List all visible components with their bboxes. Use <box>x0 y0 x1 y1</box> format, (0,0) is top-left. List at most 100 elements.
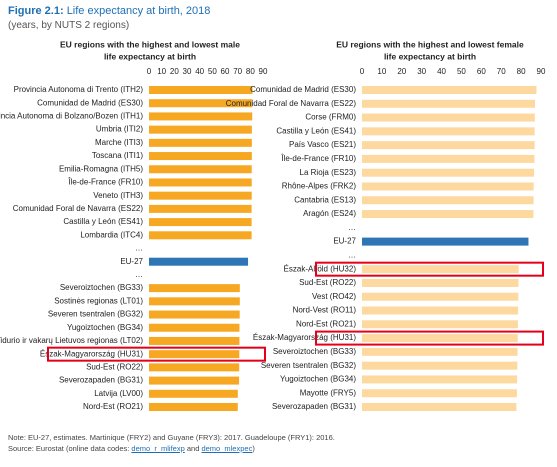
y-tick-label: Észak-Magyarország (HU31) <box>253 333 356 342</box>
y-tick-label: EU-27 <box>120 257 143 266</box>
bar <box>362 154 535 163</box>
y-tick-label: Cantabria (ES13) <box>294 195 356 204</box>
bar <box>362 292 519 301</box>
y-tick-label: … <box>348 251 356 260</box>
bar <box>362 278 519 287</box>
x-tick-label: 30 <box>417 67 426 76</box>
note: Note: EU-27, estimates. Martinique (FRY2… <box>8 433 335 442</box>
y-tick-label: Castilla y León (ES41) <box>276 126 356 135</box>
chart-title: life expectancy at birth <box>104 51 196 61</box>
y-tick-label: Comunidad de Madrid (ES30) <box>37 98 143 107</box>
y-tick-label: Comunidad Foral de Navarra (ES22) <box>13 204 144 213</box>
x-tick-label: 40 <box>437 67 446 76</box>
highlight-box <box>315 261 544 277</box>
y-tick-label: Umbria (ITI2) <box>96 125 143 134</box>
bar <box>362 99 536 108</box>
x-tick-label: 90 <box>537 67 546 76</box>
highlight-box <box>315 330 544 346</box>
bar <box>149 336 240 345</box>
source-end: ) <box>252 444 255 453</box>
bar <box>362 182 534 191</box>
source: Source: Eurostat (online data codes: dem… <box>8 443 335 454</box>
x-tick-label: 20 <box>397 67 406 76</box>
y-tick-label: Yugoiztochen (BG34) <box>280 375 356 384</box>
bar <box>362 127 535 136</box>
bar <box>149 350 240 359</box>
y-tick-label: Severoiztochen (BG33) <box>60 283 143 292</box>
bar <box>149 310 240 319</box>
bar <box>149 191 252 200</box>
bar <box>362 347 518 356</box>
y-tick-label: Nord-Vest (RO11) <box>293 306 357 315</box>
y-tick-label: … <box>348 223 356 232</box>
bar <box>362 210 534 219</box>
x-tick-label: 80 <box>517 67 526 76</box>
x-tick-label: 60 <box>221 67 230 76</box>
x-tick-label: 60 <box>477 67 486 76</box>
bar <box>362 403 517 411</box>
y-tick-label: Provincia Autonoma di Bolzano/Bozen (ITH… <box>0 112 143 121</box>
y-tick-label: Yugoiztochen (BG34) <box>67 323 143 332</box>
y-tick-label: Sud-Est (RO22) <box>86 362 143 371</box>
source-joiner: and <box>184 444 202 453</box>
subtitle: (years, by NUTS 2 regions) <box>8 20 130 31</box>
bar <box>149 403 238 411</box>
y-tick-label: Veneto (ITH3) <box>93 191 143 200</box>
y-tick-label: Rhône-Alpes (FRK2) <box>282 182 357 191</box>
y-tick-label: Corse (FRM0) <box>305 113 356 122</box>
bar <box>362 113 535 122</box>
bar <box>362 306 519 315</box>
y-tick-label: Severozapaden (BG31) <box>59 376 143 385</box>
x-tick-label: 70 <box>497 67 506 76</box>
y-tick-label: Severoiztochen (BG33) <box>273 347 356 356</box>
x-tick-label: 50 <box>208 67 217 76</box>
x-tick-label: 20 <box>170 67 179 76</box>
y-tick-label: Lombardia (ITC4) <box>80 230 143 239</box>
bar <box>149 323 240 332</box>
source-link[interactable]: demo_r_mlifexp <box>131 444 185 453</box>
y-tick-label: Nord-Est (RO21) <box>83 402 143 411</box>
y-tick-label: Vidurio ir vakarų Lietuvos regionas (LT0… <box>0 336 143 345</box>
y-tick-label: Mayotte (FRY5) <box>300 388 357 397</box>
y-tick-label: Aragón (ES24) <box>303 209 356 218</box>
figure-number: Figure 2.1: <box>8 5 64 17</box>
y-tick-label: Île-de-France (FR10) <box>67 178 143 187</box>
y-tick-label: Észak-Alföld (HU32) <box>284 264 357 273</box>
bar <box>149 284 240 293</box>
y-tick-label: Toscana (ITI1) <box>92 151 143 160</box>
bar <box>149 257 249 266</box>
chart-title: EU regions with the highest and lowest m… <box>60 39 240 49</box>
y-tick-label: Comunidad de Madrid (ES30) <box>250 85 356 94</box>
bar <box>149 204 252 213</box>
y-tick-label: Severozapaden (BG31) <box>272 402 356 411</box>
x-tick-label: 80 <box>246 67 255 76</box>
x-tick-label: 0 <box>147 67 152 76</box>
bar <box>362 168 535 177</box>
y-tick-label: … <box>135 244 143 253</box>
bar <box>362 237 529 246</box>
y-tick-label: Severen tsentralen (BG32) <box>261 361 356 370</box>
x-tick-label: 50 <box>457 67 466 76</box>
bar <box>149 138 252 147</box>
bar <box>149 297 240 306</box>
x-tick-label: 40 <box>195 67 204 76</box>
bar <box>362 265 519 274</box>
bar <box>362 196 534 205</box>
bar <box>149 152 252 161</box>
y-tick-label: Latvija (LV00) <box>94 389 143 398</box>
y-tick-label: La Rioja (ES23) <box>300 168 357 177</box>
bar <box>149 86 253 94</box>
y-tick-label: … <box>135 270 143 279</box>
bar <box>362 320 518 329</box>
x-tick-label: 10 <box>157 67 166 76</box>
footer: Note: EU-27, estimates. Martinique (FRY2… <box>8 432 335 454</box>
y-tick-label: Észak-Magyarország (HU31) <box>40 349 143 358</box>
bar <box>362 389 517 398</box>
chart-title: EU regions with the highest and lowest f… <box>336 39 524 49</box>
bar <box>149 165 252 174</box>
x-tick-label: 30 <box>183 67 192 76</box>
y-tick-label: Provincia Autonoma di Trento (ITH2) <box>14 85 144 94</box>
bar <box>149 125 252 134</box>
source-link[interactable]: demo_mlexpec <box>201 444 253 453</box>
y-tick-label: Nord-Est (RO21) <box>296 319 356 328</box>
